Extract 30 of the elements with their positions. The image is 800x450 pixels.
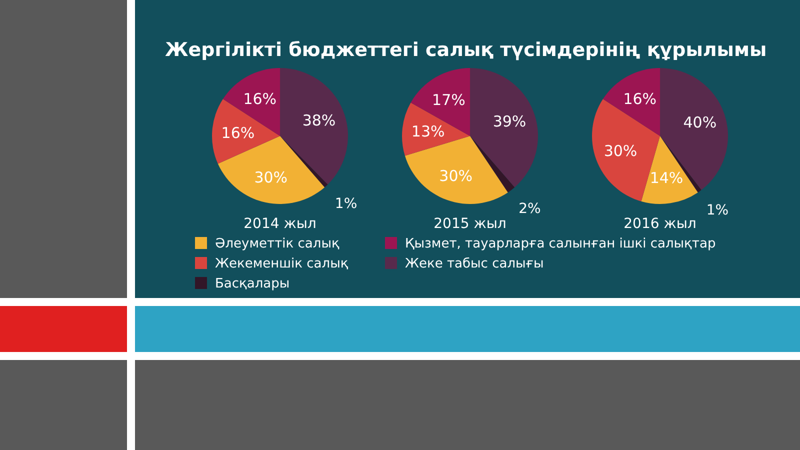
data-label: 30% [439, 166, 473, 185]
legend-label: Жеке табыс салығы [405, 256, 544, 272]
data-label: 13% [411, 122, 445, 141]
pie-slice [641, 136, 698, 204]
pie-slice [470, 68, 538, 188]
data-label: 16% [623, 90, 657, 108]
text: 2016 жыл [624, 216, 696, 232]
pie-slice [404, 136, 508, 204]
data-label: 40% [683, 114, 717, 132]
chart-title: Жергілікті бюджеттегі салық түсімдерінің құрылымы [165, 39, 767, 61]
data-label: 30% [604, 142, 638, 160]
pie-slice [602, 68, 660, 136]
pie-slice [470, 136, 515, 192]
legend-label: Басқалары [215, 276, 290, 292]
text: 2014 жыл [244, 216, 316, 232]
data-label: 17% [432, 90, 466, 109]
data-label: 16% [243, 90, 277, 108]
data-label: 1% [706, 202, 729, 219]
data-label: 16% [221, 124, 255, 142]
data-label: 1% [334, 196, 358, 212]
pie-slice [410, 68, 470, 136]
data-label: 14% [650, 168, 684, 187]
data-label: 39% [492, 112, 526, 130]
data-label: 38% [302, 111, 336, 130]
data-label: 30% [254, 168, 288, 186]
text: 2015 жыл [434, 216, 506, 232]
data-label: 2% [518, 201, 541, 218]
legend-label: Қызмет, тауарларға салынған ішкі салықтар [405, 236, 716, 252]
legend-label: Әлеуметтік салық [215, 236, 340, 252]
legend-label: Жекеменшік салық [215, 256, 348, 272]
